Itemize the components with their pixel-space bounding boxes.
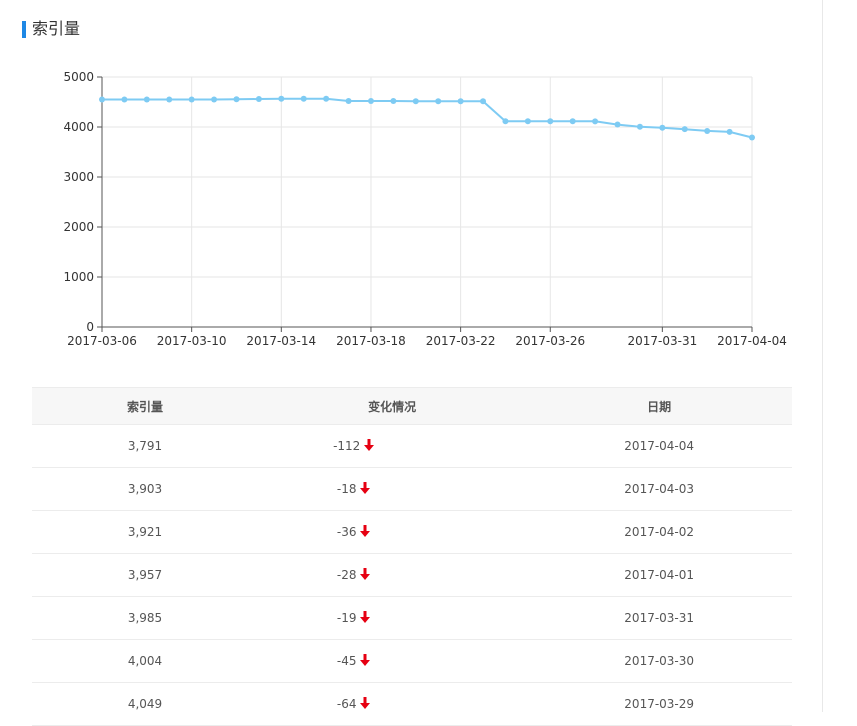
cell-count: 3,985 — [32, 596, 259, 640]
index-panel: 索引量 0 1000 2000 3000 4000 5000 2017-03-06 2017-… — [22, 0, 823, 726]
data-point — [726, 128, 733, 135]
cell-date: 2017-03-29 — [526, 682, 792, 726]
change-value: -19 — [336, 611, 357, 625]
cell-count: 3,921 — [32, 510, 259, 554]
arrow-down-icon — [364, 439, 375, 451]
table-row: 4,004 -45 2017-03-30 — [32, 639, 792, 683]
cell-change: -36 — [258, 510, 527, 554]
column-header-change: 变化情况 — [258, 387, 527, 425]
data-point — [681, 126, 688, 133]
cell-date: 2017-04-04 — [526, 424, 792, 468]
cell-date: 2017-03-31 — [526, 596, 792, 640]
data-point — [121, 96, 128, 103]
data-point — [323, 95, 330, 102]
data-point — [367, 98, 374, 104]
data-point — [143, 96, 150, 103]
data-point — [592, 118, 599, 125]
cell-count: 3,791 — [32, 424, 259, 468]
data-point — [636, 123, 643, 130]
y-tick-label: 0 — [86, 320, 94, 334]
arrow-down-icon — [360, 525, 371, 537]
table-row: 3,957 -28 2017-04-01 — [32, 553, 792, 597]
page-title: 索引量 — [32, 19, 81, 38]
y-tick-label: 5000 — [63, 70, 94, 84]
cell-change: -28 — [258, 553, 527, 597]
data-point — [99, 96, 105, 103]
cell-change: -112 — [258, 424, 527, 468]
data-point — [278, 95, 285, 102]
index-line-chart: 0 1000 2000 3000 4000 5000 2017-03-06 2017-03-1… — [63, 70, 787, 348]
change-value: -28 — [336, 568, 357, 582]
x-tick-label: 2017-03-14 — [246, 334, 316, 348]
arrow-down-icon — [360, 611, 371, 623]
data-point — [166, 96, 173, 103]
data-point — [502, 118, 509, 125]
arrow-down-icon — [360, 568, 371, 580]
x-tick-label: 2017-03-18 — [336, 334, 406, 348]
data-point — [300, 95, 307, 102]
change-value: -36 — [336, 525, 357, 539]
data-point — [345, 98, 352, 104]
x-tick-label: 2017-04-04 — [717, 334, 787, 348]
table-row: 3,921 -36 2017-04-02 — [32, 510, 792, 554]
cell-count: 4,004 — [32, 639, 259, 683]
data-point — [569, 118, 576, 125]
change-value: -45 — [336, 654, 357, 668]
x-tick-label: 2017-03-22 — [426, 334, 496, 348]
series-line — [102, 97, 753, 139]
data-point — [704, 127, 711, 134]
section-header: 索引量 — [22, 20, 80, 38]
cell-change: -64 — [258, 682, 527, 726]
data-point — [255, 96, 262, 102]
cell-change: -19 — [258, 596, 527, 640]
data-point — [524, 118, 531, 125]
data-point — [547, 118, 554, 125]
x-tick-label: 2017-03-31 — [627, 334, 697, 348]
table-header-row: 索引量 变化情况 日期 — [32, 387, 792, 425]
change-value: -112 — [333, 439, 361, 453]
cell-count: 3,903 — [32, 467, 259, 511]
table-row: 3,791 -112 2017-04-04 — [32, 424, 792, 468]
table-row: 3,985 -19 2017-03-31 — [32, 596, 792, 640]
table-row: 4,049 -64 2017-03-29 — [32, 682, 792, 726]
column-header-count: 索引量 — [32, 387, 259, 425]
change-value: -18 — [336, 482, 357, 496]
data-point — [480, 98, 487, 105]
arrow-down-icon — [360, 697, 371, 709]
y-tick-label: 3000 — [63, 170, 94, 184]
x-tick-label: 2017-03-26 — [515, 334, 585, 348]
data-point — [390, 98, 397, 104]
cell-change: -18 — [258, 467, 527, 511]
data-point — [659, 124, 666, 131]
arrow-down-icon — [360, 482, 371, 494]
title-accent-bar — [22, 20, 26, 38]
data-point — [457, 98, 464, 105]
x-tick-label: 2017-03-10 — [157, 334, 227, 348]
cell-date: 2017-03-30 — [526, 639, 792, 683]
data-point — [435, 98, 442, 105]
column-header-date: 日期 — [526, 387, 792, 425]
x-tick-label: 2017-03-06 — [67, 334, 137, 348]
data-point — [749, 134, 755, 141]
data-point — [188, 96, 195, 103]
y-tick-label: 2000 — [63, 220, 94, 234]
cell-change: -45 — [258, 639, 527, 683]
cell-date: 2017-04-02 — [526, 510, 792, 554]
data-point — [211, 96, 218, 103]
table-row: 3,903 -18 2017-04-03 — [32, 467, 792, 511]
y-tick-label: 4000 — [63, 120, 94, 134]
arrow-down-icon — [360, 654, 371, 666]
data-point — [233, 96, 240, 103]
cell-date: 2017-04-03 — [526, 467, 792, 511]
cell-count: 3,957 — [32, 553, 259, 597]
data-point — [412, 98, 419, 105]
data-point — [614, 121, 621, 128]
change-value: -64 — [336, 697, 357, 711]
cell-date: 2017-04-01 — [526, 553, 792, 597]
y-tick-label: 1000 — [63, 270, 94, 284]
index-table: 索引量 变化情况 日期 3,791 -112 2017-04-04 3,903 … — [32, 387, 792, 726]
cell-count: 4,049 — [32, 682, 259, 726]
